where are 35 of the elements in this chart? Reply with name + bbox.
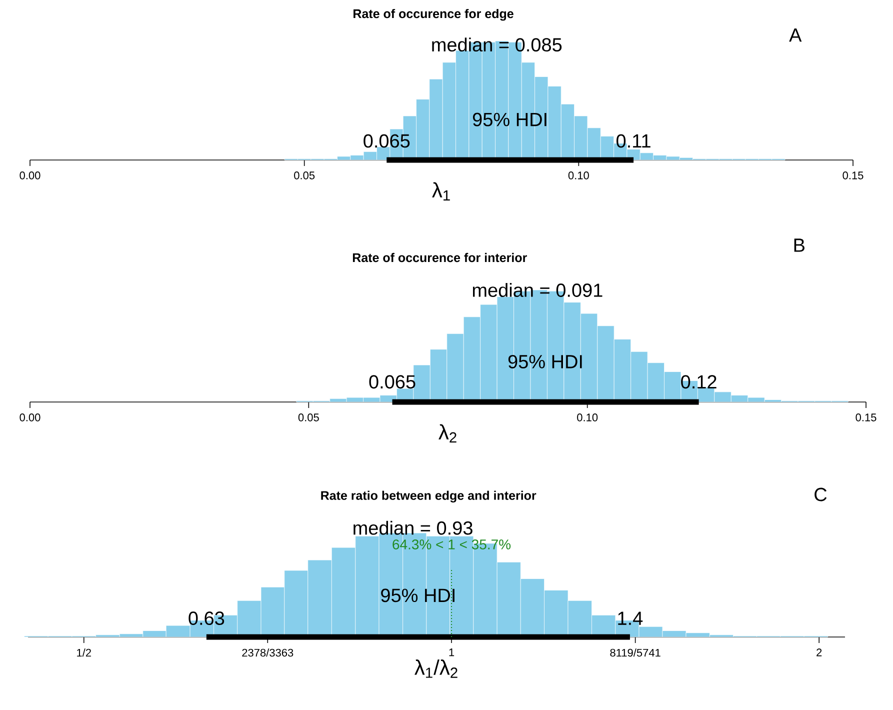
annotation: median = 0.085 bbox=[432, 38, 562, 52]
x-axis-title: λ$_{1}$ bbox=[432, 182, 450, 201]
annotation: 0.12 bbox=[681, 375, 716, 389]
annotation: A bbox=[789, 28, 802, 42]
annotation: median = 0.091 bbox=[472, 283, 602, 297]
series-label: 95% HDI bbox=[472, 112, 546, 126]
annotation: 0.065 bbox=[364, 134, 410, 148]
annotation: 1.4 bbox=[618, 612, 643, 625]
annotation: 0.065 bbox=[369, 375, 416, 389]
annotation: median = 0.93 bbox=[354, 520, 472, 535]
x-tick-label: 1/2 bbox=[77, 648, 91, 657]
x-tick-label: 0.00 bbox=[20, 414, 40, 422]
x-tick-label: 0.15 bbox=[842, 172, 864, 180]
x-tick-label: 0.05 bbox=[294, 172, 315, 180]
text: B bbox=[794, 238, 804, 252]
x-axis-title: λ$_{2}$ bbox=[438, 424, 456, 443]
chart-title: Rate ratio between edge and interior bbox=[321, 490, 536, 502]
x-tick-label: 2378/3363 bbox=[242, 648, 294, 657]
x-tick-label: 0.00 bbox=[20, 172, 40, 180]
series-label: 95% HDI bbox=[381, 588, 454, 602]
x-tick-label: 0.05 bbox=[298, 414, 319, 422]
ref-line-label: 64.3% < 1 < 35.7% bbox=[392, 539, 511, 550]
x-tick-label: 0.10 bbox=[568, 172, 589, 180]
chart-title: Rate of occurence for interior bbox=[352, 252, 527, 262]
text: C bbox=[814, 488, 827, 502]
x-tick-label: 0.10 bbox=[577, 414, 598, 422]
x-tick-label: 1 bbox=[449, 648, 454, 656]
annotation: 0.11 bbox=[616, 134, 650, 148]
chart-title: Rate of occurence for edge bbox=[354, 8, 514, 21]
x-axis-title: λ$_{1}$/λ$_{2}$ bbox=[414, 659, 458, 678]
annotation: 0.63 bbox=[188, 612, 224, 626]
x-tick-label: 8119/5741 bbox=[610, 648, 660, 657]
x-tick-label: 2 bbox=[816, 648, 822, 656]
series-label: 95% HDI bbox=[508, 354, 582, 368]
x-tick-label: 0.15 bbox=[856, 414, 876, 422]
